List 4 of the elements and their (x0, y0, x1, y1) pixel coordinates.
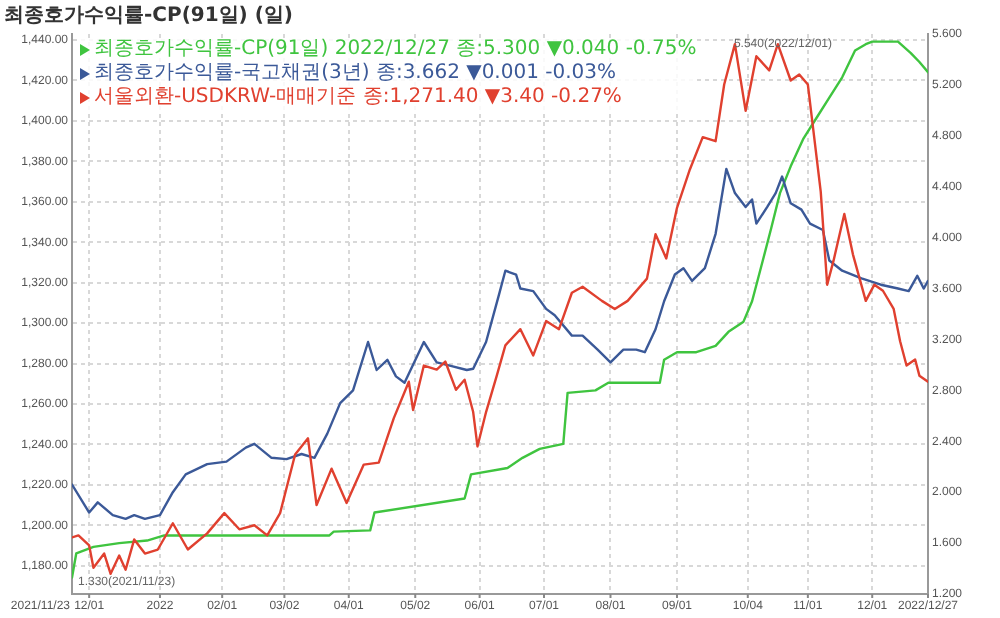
legend-label: 서울외환-USDKRW-매매기준 종:1,271.40 ▼3.40 -0.27% (94, 86, 622, 110)
legend-label: 최종호가수익률-국고채권(3년) 종:3.662 ▼0.001 -0.03% (94, 62, 617, 86)
legend-label: 최종호가수익률-CP(91일) 2022/12/27 종:5.300 ▼0.040 -0.75% (94, 38, 697, 62)
chart-title: 최종호가수익률-CP(91일) (일) (4, 5, 293, 28)
